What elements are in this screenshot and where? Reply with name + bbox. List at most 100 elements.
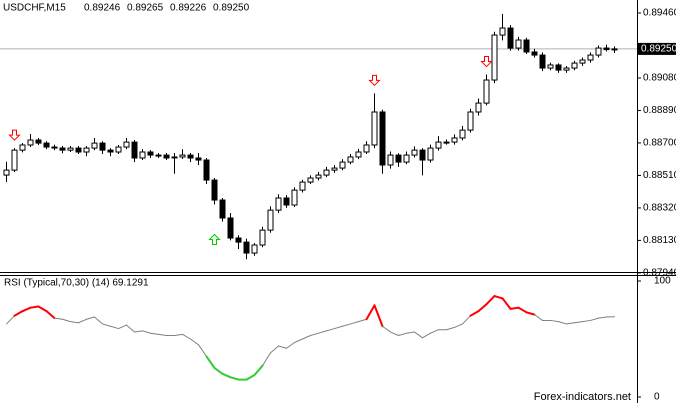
y-tick-label: 0.88890 — [643, 105, 676, 116]
rsi-segment — [454, 323, 463, 328]
rsi-segment — [174, 333, 183, 337]
rsi-segment — [182, 333, 191, 340]
candle-body — [259, 229, 266, 246]
y-tick-label: 0.87940 — [643, 268, 676, 279]
sell-arrow — [368, 74, 381, 87]
candle-body — [3, 169, 10, 176]
y-tick-label: 0.88130 — [643, 235, 676, 246]
rsi-segment — [525, 311, 536, 316]
rsi-segment — [310, 332, 319, 337]
rsi-segment — [469, 310, 480, 317]
rsi-segment — [398, 332, 407, 337]
candle-body — [123, 141, 130, 148]
candle-body — [283, 197, 290, 206]
rsi-segment — [86, 316, 95, 320]
y-tick-label: 0.89460 — [643, 8, 676, 19]
rsi-segment — [6, 315, 15, 325]
candle-body — [595, 47, 602, 56]
candle-body — [267, 209, 274, 231]
candle-body — [11, 149, 18, 171]
candle-body — [243, 241, 250, 254]
candle-body — [235, 237, 242, 243]
quote-value: 0.89226 — [170, 3, 207, 14]
rsi-segment — [422, 332, 431, 339]
rsi-tick-label: 100 — [654, 276, 671, 287]
sell-arrow — [8, 129, 21, 141]
candle-body — [171, 156, 178, 159]
rsi-segment — [37, 305, 48, 313]
candle-body — [603, 47, 610, 51]
rsi-segment — [509, 306, 520, 310]
candle-body — [347, 156, 354, 163]
rsi-segment — [62, 318, 71, 323]
candle-body — [99, 142, 106, 151]
candle-body — [355, 151, 362, 158]
rsi-segment — [462, 315, 471, 325]
candle-body — [371, 111, 378, 146]
candle-body — [419, 149, 426, 161]
candle-body — [35, 139, 42, 144]
candle-body — [435, 141, 442, 149]
candle-body — [315, 174, 322, 179]
rsi-segment — [126, 324, 135, 333]
candle-body — [339, 161, 346, 169]
candle-body — [19, 144, 26, 151]
candle-body — [387, 154, 394, 166]
candle-body — [59, 147, 66, 151]
quote-value: 0.89246 — [84, 3, 121, 14]
rsi-segment — [110, 325, 119, 330]
candle-body — [107, 149, 114, 153]
rsi-segment — [229, 376, 240, 381]
rsi-segment — [21, 306, 32, 313]
rsi-segment — [382, 325, 391, 333]
y-tick-label: 0.89080 — [643, 73, 676, 84]
candle-body — [307, 177, 314, 183]
candle-body — [195, 157, 202, 161]
candle-body — [75, 147, 82, 153]
candle-body — [163, 154, 170, 159]
rsi-segment — [29, 305, 40, 309]
candle-body — [147, 151, 154, 156]
rsi-segment — [334, 325, 343, 330]
candle-body — [579, 59, 586, 64]
candle-body — [363, 144, 370, 153]
rsi-segment — [358, 318, 367, 323]
rsi-segment — [102, 323, 111, 327]
candle-body — [467, 111, 474, 131]
candle-body — [251, 244, 258, 254]
candle-body — [91, 142, 98, 149]
rsi-segment — [318, 330, 327, 334]
candle-body — [291, 189, 298, 206]
candle-body — [115, 146, 122, 153]
rsi-segment — [485, 295, 496, 306]
candle-body — [43, 142, 50, 148]
header: USDCHF,M15 — [3, 3, 66, 14]
rsi-segment — [598, 316, 607, 319]
rsi-segment — [342, 323, 351, 327]
rsi-segment — [574, 321, 583, 324]
y-tick-label: 0.88700 — [643, 138, 676, 149]
candle-body — [491, 34, 498, 81]
rsi-segment — [70, 321, 79, 324]
candle-body — [531, 51, 538, 56]
rsi-segment — [45, 310, 56, 320]
candle-body — [587, 54, 594, 61]
candle-body — [219, 199, 226, 219]
rsi-segment — [558, 321, 567, 325]
rsi-segment — [94, 316, 103, 325]
candle-body — [179, 154, 186, 158]
rsi-segment — [190, 338, 199, 346]
rsi-segment — [373, 304, 384, 328]
rsi-tick-label: 0 — [654, 392, 660, 403]
candle-body — [411, 149, 418, 156]
candle-body — [523, 39, 530, 53]
rsi-segment — [493, 295, 504, 300]
rsi-segment — [142, 330, 151, 334]
rsi-segment — [477, 303, 488, 313]
rsi-segment — [253, 364, 264, 376]
current-price-label: 0.89250 — [641, 44, 676, 55]
candle-body — [331, 167, 338, 171]
buy-arrow — [208, 233, 221, 245]
rsi-segment — [550, 319, 559, 323]
